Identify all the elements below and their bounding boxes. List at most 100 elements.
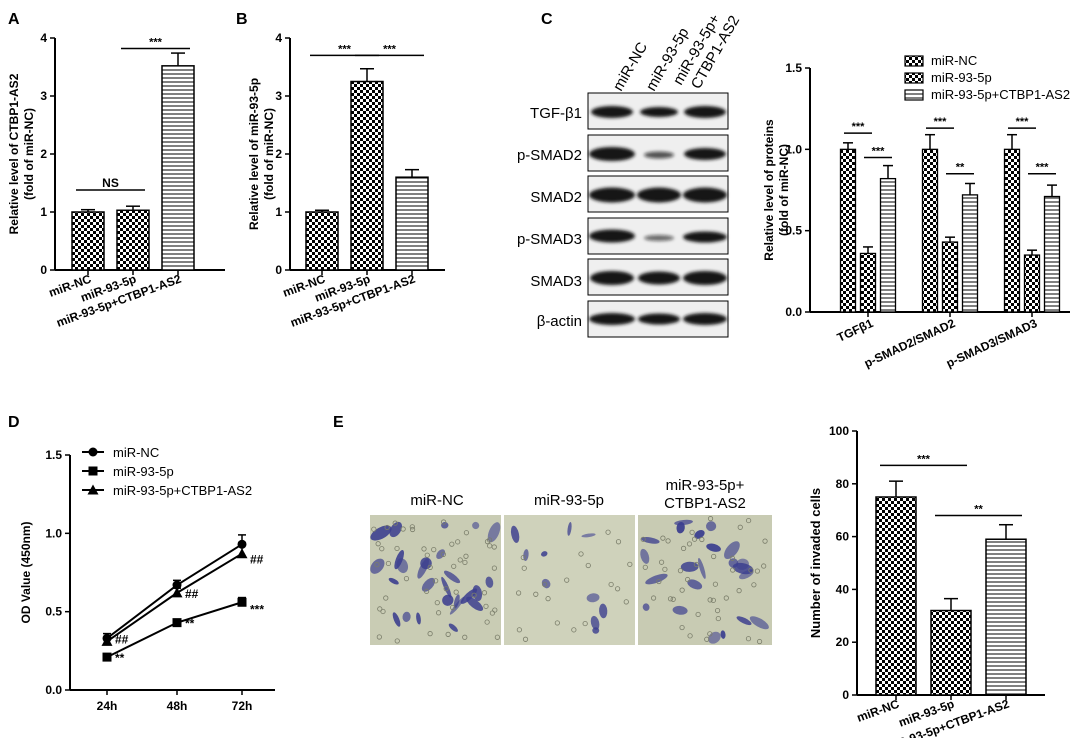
y-tick-label: 1.5 bbox=[785, 61, 802, 75]
pore bbox=[564, 577, 570, 583]
y-tick-label: 1 bbox=[275, 205, 282, 219]
y-tick-label: 1 bbox=[40, 205, 47, 219]
x-tick-label: p-SMAD2/SMAD2 bbox=[862, 316, 958, 371]
y-tick-label: 1.0 bbox=[45, 526, 62, 540]
pore bbox=[658, 559, 665, 565]
x-tick-label: miR-NC bbox=[855, 697, 901, 725]
pore bbox=[699, 536, 705, 543]
pore bbox=[707, 516, 714, 522]
stained-cell bbox=[421, 577, 436, 592]
legend-label: miR-NC bbox=[113, 445, 159, 460]
blot-strip-p-smad2 bbox=[587, 134, 729, 172]
stained-cell bbox=[736, 616, 752, 626]
pore bbox=[695, 611, 701, 618]
pore bbox=[409, 526, 416, 533]
data-point bbox=[236, 548, 248, 559]
pore bbox=[434, 600, 440, 606]
annotation: ## bbox=[115, 632, 129, 646]
stained-cell bbox=[388, 577, 399, 585]
pore bbox=[424, 552, 430, 558]
pore bbox=[483, 603, 489, 609]
pore bbox=[385, 560, 392, 567]
pore bbox=[374, 562, 380, 568]
blot-protein-label-5: SMAD3 bbox=[530, 273, 582, 290]
pore bbox=[489, 610, 495, 616]
pore bbox=[376, 634, 382, 640]
pore bbox=[715, 615, 721, 622]
pore bbox=[380, 608, 386, 615]
stained-cell bbox=[645, 573, 668, 585]
y-axis-title: Relative level of CTBP1-AS2(fold of miR-… bbox=[7, 73, 36, 234]
pore bbox=[481, 590, 488, 596]
bar bbox=[395, 176, 429, 271]
invasion-label-mir-nc: miR-NC bbox=[410, 492, 463, 509]
pore bbox=[427, 564, 433, 570]
legend-label: miR-93-5p+CTBP1-AS2 bbox=[931, 87, 1070, 102]
y-axis-title: Relative level of miR-93-5p(fold of miR-… bbox=[247, 78, 276, 230]
pore bbox=[450, 604, 456, 611]
pore bbox=[484, 539, 491, 545]
legend-label: miR-93-5p+CTBP1-AS2 bbox=[113, 483, 252, 498]
stained-cell bbox=[599, 603, 608, 619]
blot-strip-smad2 bbox=[587, 175, 729, 213]
pore bbox=[745, 636, 752, 642]
legend-marker bbox=[88, 447, 98, 457]
stained-cell bbox=[581, 533, 596, 538]
stained-cell bbox=[567, 522, 572, 536]
pore bbox=[449, 541, 455, 547]
data-point bbox=[172, 618, 182, 628]
stained-cell bbox=[392, 612, 401, 627]
pore bbox=[394, 638, 400, 644]
pore bbox=[762, 538, 768, 544]
bar bbox=[930, 609, 972, 696]
pore bbox=[457, 557, 463, 563]
sig-label: *** bbox=[149, 36, 163, 48]
y-tick-label: 20 bbox=[836, 635, 850, 649]
stained-cell bbox=[487, 522, 501, 543]
y-tick-label: 4 bbox=[40, 31, 47, 45]
data-point bbox=[172, 580, 182, 590]
pore bbox=[379, 546, 385, 552]
pore bbox=[585, 562, 591, 569]
legend-label: miR-93-5p bbox=[931, 70, 992, 85]
blot-strip-tgf-b1 bbox=[587, 92, 729, 130]
micrograph-mir-93-5p-ctbp1-as2 bbox=[638, 515, 772, 645]
chart-c-protein-levels: 0.0 0.5 1.0 1.5 Relative level of proteins(f… bbox=[762, 53, 1070, 370]
y-tick-label: 4 bbox=[275, 31, 282, 45]
pore bbox=[677, 568, 684, 574]
pore bbox=[400, 526, 406, 532]
y-tick-label: 0.0 bbox=[45, 683, 62, 697]
blot-strip-p-smad3 bbox=[587, 217, 729, 255]
y-axis-title: OD Value (450nm) bbox=[19, 521, 33, 623]
pore bbox=[714, 607, 721, 614]
pore bbox=[375, 541, 381, 547]
sig-label: *** bbox=[383, 43, 397, 55]
pore bbox=[679, 587, 685, 593]
western-blot: miR-NC miR-93-5p miR-93-5p+ CTBP1-AS2 TG… bbox=[517, 11, 743, 338]
pore bbox=[670, 596, 676, 602]
stained-cell bbox=[443, 570, 461, 584]
micrograph-mir-93-5p bbox=[504, 515, 635, 645]
pore bbox=[729, 555, 736, 561]
annotation: ** bbox=[185, 617, 195, 631]
x-tick-label: TGFβ1 bbox=[835, 316, 876, 345]
y-tick-label: 0.5 bbox=[785, 224, 802, 238]
panel-label-c: C bbox=[541, 11, 553, 28]
pore bbox=[554, 620, 560, 626]
sig-label: *** bbox=[1036, 162, 1050, 174]
pore bbox=[656, 578, 662, 585]
pore bbox=[737, 524, 743, 530]
sig-label: *** bbox=[872, 145, 886, 157]
pore bbox=[751, 582, 757, 588]
pore bbox=[730, 567, 736, 573]
pore bbox=[693, 561, 700, 568]
pore bbox=[462, 634, 468, 640]
pore bbox=[421, 546, 427, 552]
legend-marker bbox=[87, 484, 99, 495]
sig-label: *** bbox=[934, 116, 948, 128]
pore bbox=[748, 567, 754, 573]
pore bbox=[640, 536, 646, 542]
pore bbox=[679, 624, 685, 631]
blot-protein-label-3: SMAD2 bbox=[530, 189, 582, 206]
pore bbox=[520, 554, 526, 561]
